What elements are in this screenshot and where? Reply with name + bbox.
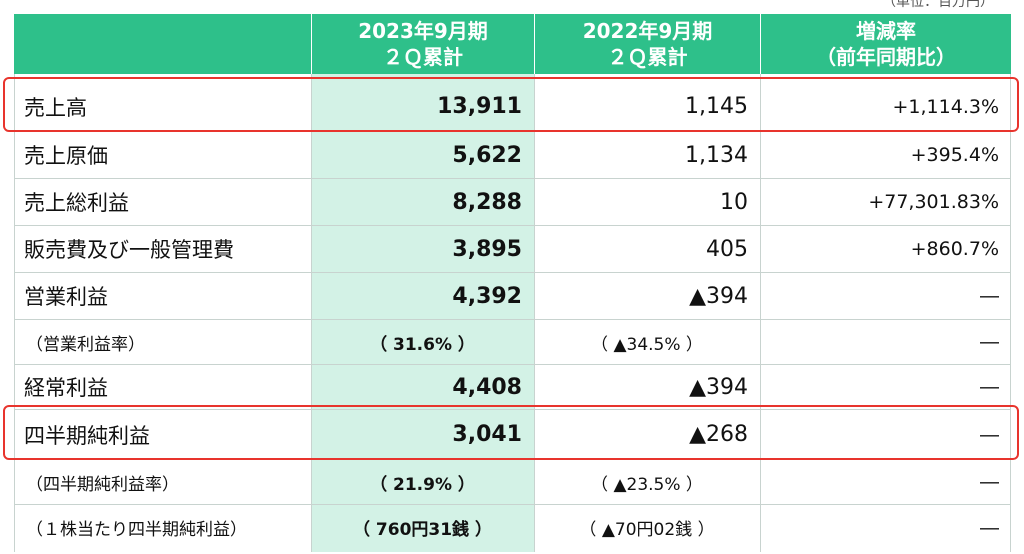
table-row-sga: 販売費及び一般管理費 3,895 405 +860.7%	[14, 226, 1011, 273]
change-value: ―	[980, 285, 999, 307]
current-period-column-highlight	[311, 74, 534, 552]
row-label: 営業利益	[24, 285, 108, 309]
grid-line	[1010, 74, 1011, 552]
header-prior-line2: ２Ｑ累計	[607, 45, 688, 69]
row-label: （１株当たり四半期純利益）	[26, 520, 247, 540]
table-row-net-profit: 四半期純利益 3,041 ▲268 ―	[14, 410, 1011, 460]
row-label: 売上高	[24, 95, 87, 120]
row-label: （営業利益率）	[26, 334, 145, 355]
prior-value: 1,145	[685, 94, 748, 119]
table-row-gross-profit: 売上総利益 8,288 10 +77,301.83%	[14, 179, 1011, 226]
header-change-line1: 増減率	[856, 19, 916, 43]
change-value: +860.7%	[910, 238, 999, 260]
table-row-net-margin: （四半期純利益率） （ 21.9% ） （ ▲23.5% ） ―	[14, 460, 1011, 505]
header-change-line2: （前年同期比）	[816, 45, 956, 69]
table-row-ordinary-profit: 経常利益 4,408 ▲394 ―	[14, 365, 1011, 410]
change-value: ―	[980, 331, 999, 353]
prior-value: （ ▲34.5% ）	[591, 334, 703, 355]
row-label: 四半期純利益	[24, 423, 150, 448]
grid-line	[311, 74, 312, 552]
current-value: 4,408	[452, 374, 522, 400]
grid-line	[14, 74, 15, 552]
table-row-cost-of-sales: 売上原価 5,622 1,134 +395.4%	[14, 132, 1011, 179]
current-value: 8,288	[452, 189, 522, 215]
current-value: 3,041	[452, 422, 522, 447]
prior-value: ▲394	[689, 283, 748, 309]
prior-value: （ ▲70円02銭 ）	[579, 520, 715, 540]
change-value: ―	[980, 471, 999, 493]
header-prior-line1: 2022年9月期	[582, 19, 713, 43]
change-value: ―	[980, 376, 999, 398]
current-value: 13,911	[437, 94, 522, 119]
header-current-period: 2023年9月期 ２Ｑ累計	[311, 14, 534, 74]
prior-value: ▲394	[689, 374, 748, 400]
change-value: ―	[980, 516, 999, 539]
row-label: （四半期純利益率）	[26, 474, 179, 495]
table-row-revenue: 売上高 13,911 1,145 +1,114.3%	[14, 82, 1011, 132]
prior-value: （ ▲23.5% ）	[591, 474, 703, 495]
change-value: +395.4%	[910, 144, 999, 166]
row-label: 売上原価	[24, 144, 108, 168]
row-label: 販売費及び一般管理費	[24, 238, 234, 262]
current-value: 3,895	[452, 236, 522, 262]
header-change-rate: 増減率 （前年同期比）	[760, 14, 1011, 74]
current-value: 5,622	[452, 142, 522, 168]
change-value: +77,301.83%	[868, 191, 999, 213]
change-value: ―	[980, 423, 999, 446]
highlight-box-net-profit	[3, 405, 1019, 460]
grid-line	[760, 74, 761, 552]
highlight-box-revenue	[3, 77, 1019, 132]
unit-note: （単位：百万円）	[882, 0, 994, 10]
prior-value: ▲268	[689, 422, 748, 447]
row-label: 売上総利益	[24, 191, 129, 215]
current-value: （ 760円31銭 ）	[353, 520, 492, 540]
grid-line	[534, 74, 535, 552]
current-value: （ 21.9% ）	[370, 474, 475, 495]
prior-value: 1,134	[685, 142, 748, 168]
header-current-line1: 2023年9月期	[358, 19, 488, 43]
current-value: （ 31.6% ）	[370, 334, 475, 355]
header-label-cell	[14, 14, 311, 74]
current-value: 4,392	[452, 283, 522, 309]
table-row-operating-profit: 営業利益 4,392 ▲394 ―	[14, 273, 1011, 320]
header-current-line2: ２Ｑ累計	[383, 45, 463, 69]
change-value: +1,114.3%	[892, 95, 1000, 118]
prior-value: 405	[706, 236, 748, 262]
row-label: 経常利益	[24, 376, 108, 400]
prior-value: 10	[720, 189, 748, 215]
header-prior-period: 2022年9月期 ２Ｑ累計	[534, 14, 760, 74]
table-row-operating-margin: （営業利益率） （ 31.6% ） （ ▲34.5% ） ―	[14, 320, 1011, 365]
table-row-eps: （１株当たり四半期純利益） （ 760円31銭 ） （ ▲70円02銭 ） ―	[14, 505, 1011, 550]
